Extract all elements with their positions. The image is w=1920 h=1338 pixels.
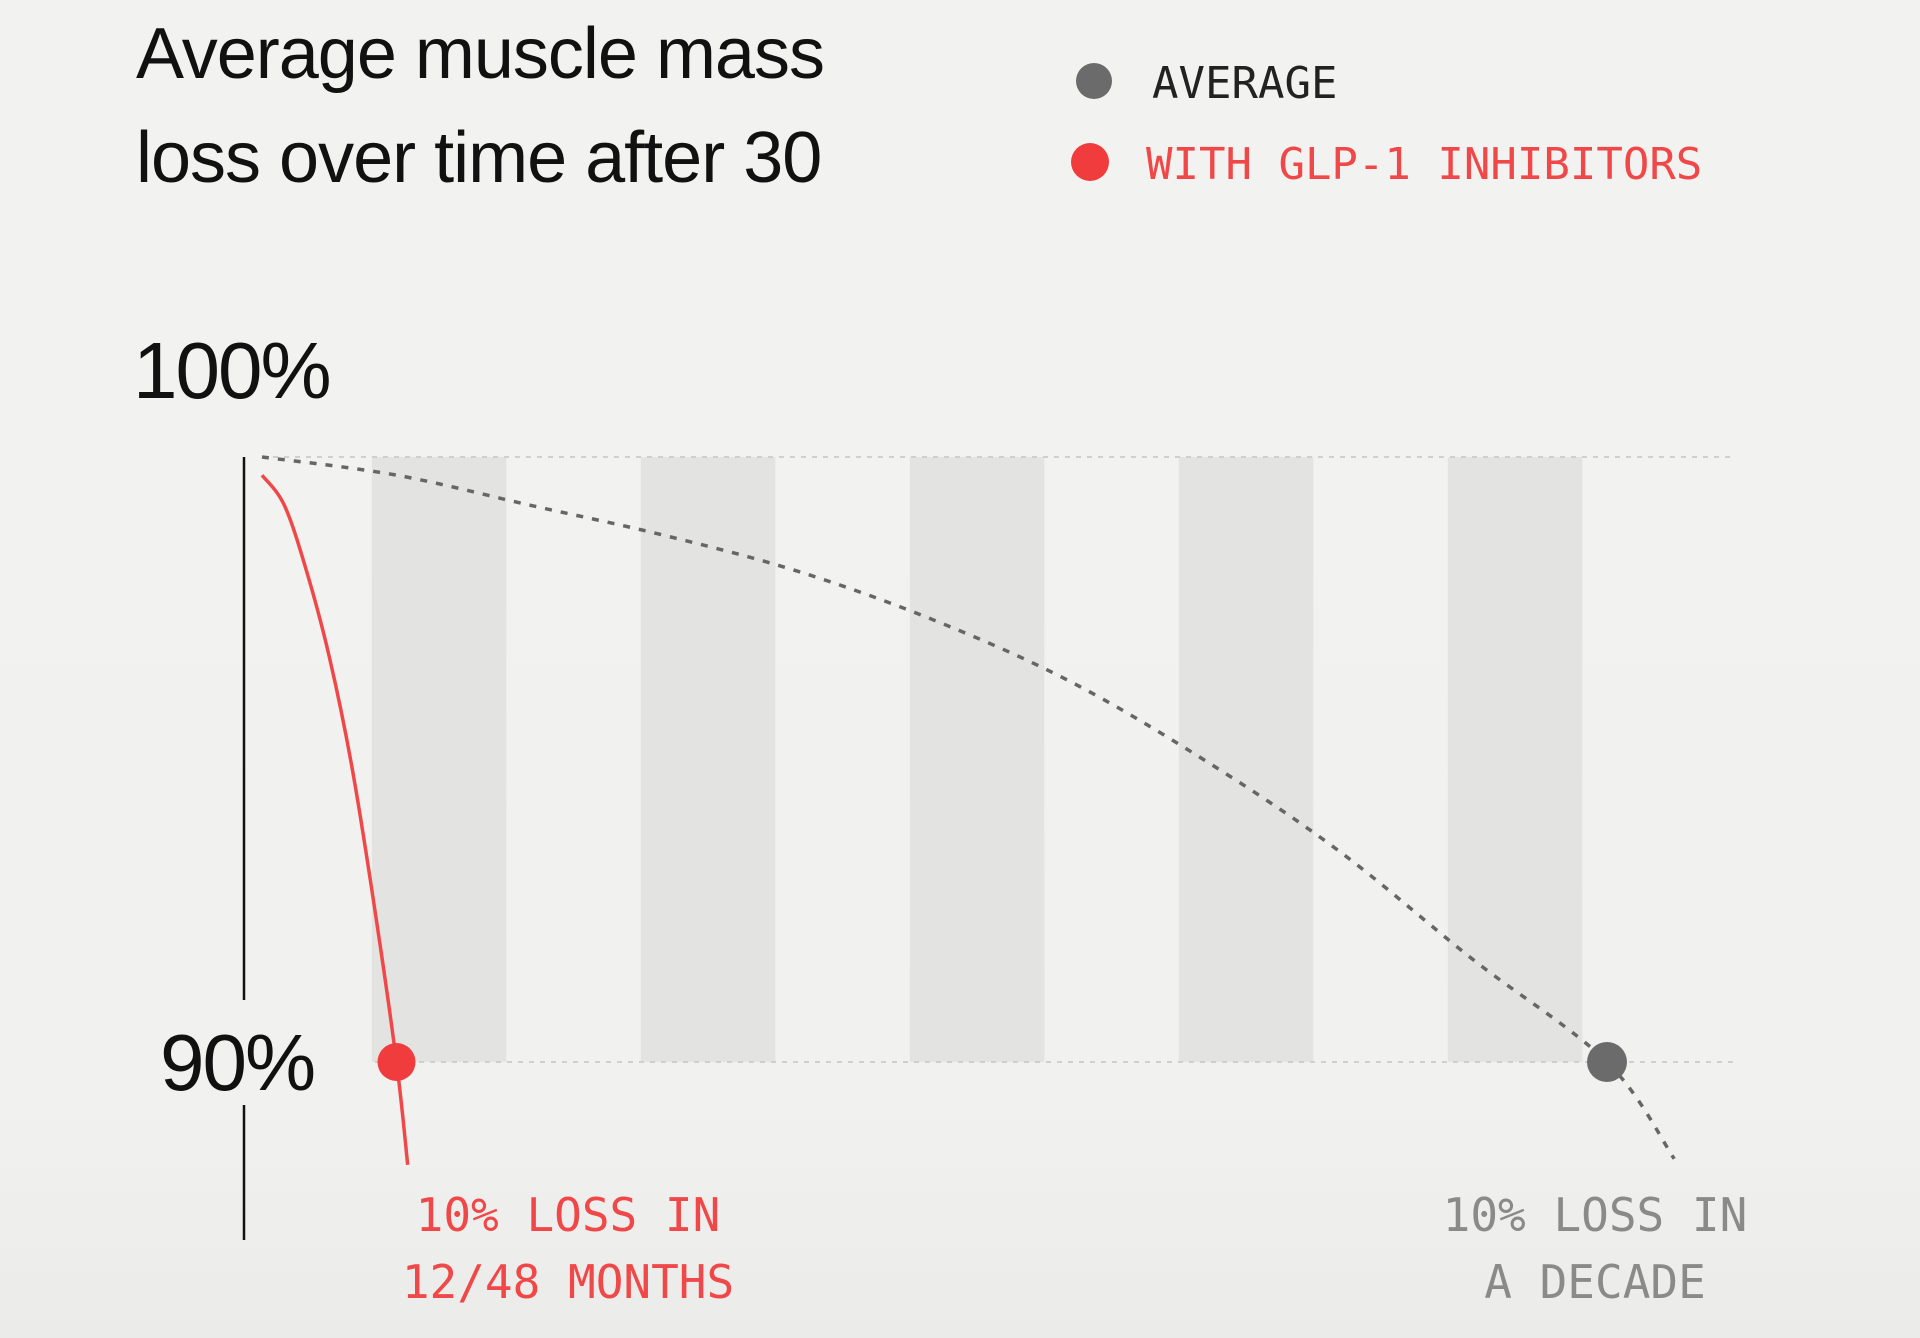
legend-label-glp1: WITH GLP-1 INHIBITORS: [1146, 139, 1702, 190]
chart-title-line-2: loss over time after 30: [136, 118, 821, 198]
background-band: [909, 457, 1045, 1062]
marker-glp1: [377, 1043, 416, 1081]
annotation-average-line-1: 10% LOSS IN: [1443, 1188, 1748, 1242]
y-tick-label-100: 100%: [133, 326, 330, 415]
marker-average: [1587, 1042, 1627, 1082]
legend-label-average: AVERAGE: [1152, 58, 1337, 109]
background-band: [1447, 457, 1583, 1062]
chart-title-line-1: Average muscle mass: [136, 14, 824, 94]
background-band: [1178, 457, 1314, 1062]
series-line-average: [261, 455, 1676, 1160]
y-tick-label-90: 90%: [160, 1018, 314, 1107]
annotation-glp1-line-1: 10% LOSS IN: [416, 1188, 721, 1242]
annotation-glp1-line-2: 12/48 MONTHS: [402, 1255, 734, 1309]
background-band: [371, 457, 507, 1062]
band-layer: [371, 457, 1583, 1062]
legend-dot-glp1: [1071, 143, 1109, 181]
background-band: [640, 457, 776, 1062]
annotation-average-line-2: A DECADE: [1484, 1255, 1706, 1309]
legend-dot-average: [1076, 63, 1112, 99]
